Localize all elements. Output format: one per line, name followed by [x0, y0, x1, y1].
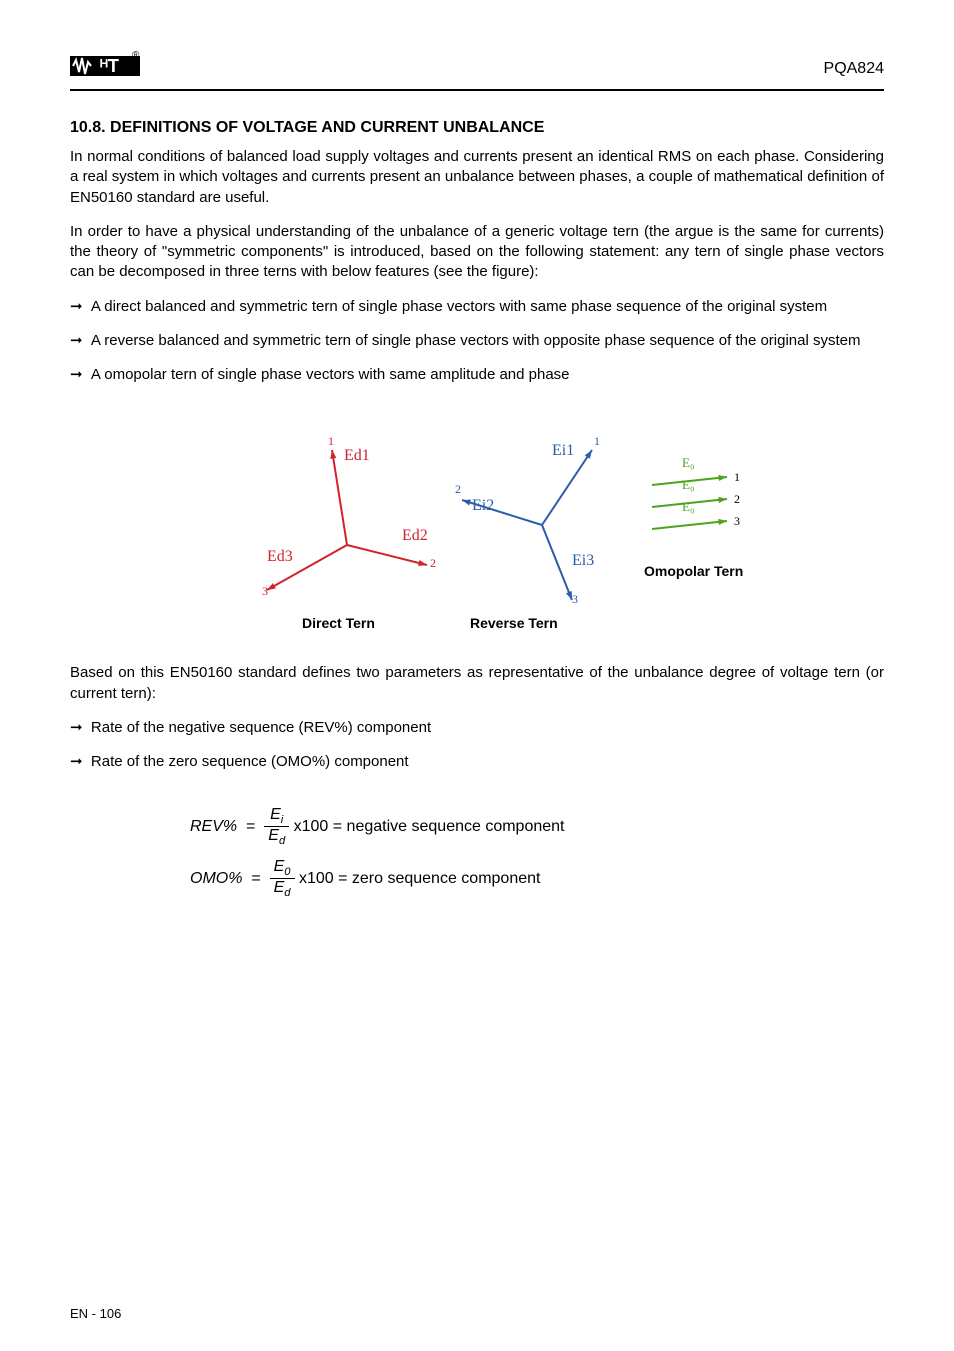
- eq-omo-num: E: [274, 858, 285, 875]
- paragraph-direct-text: A direct balanced and symmetric tern of …: [91, 298, 827, 315]
- svg-text:ᴴT: ᴴT: [100, 56, 119, 76]
- svg-text:Ei3: Ei3: [572, 552, 594, 569]
- paragraph-omopolar: ➞ A omopolar tern of single phase vector…: [70, 365, 884, 385]
- equation-rev: REV% = Ei Ed x100 = negative sequence co…: [190, 806, 884, 847]
- eq-omo-den: E: [274, 879, 285, 896]
- paragraph-omopolar-text: A omopolar tern of single phase vectors …: [91, 366, 570, 383]
- eq-rev-den-sub: d: [279, 836, 285, 848]
- vector-diagram: Ed1 Ed2 Ed3 1 2 3 Ei1 Ei2 Ei3 1 2 3 E₀ 1 E₀ 2 E₀ 3 Direct…: [70, 415, 884, 645]
- paragraph-rev-text: Rate of the negative sequence (REV%) com…: [91, 719, 431, 736]
- paragraph-omo: ➞ Rate of the zero sequence (OMO%) compo…: [70, 752, 884, 772]
- paragraph-intro-2: In order to have a physical understandin…: [70, 222, 884, 283]
- svg-text:3: 3: [572, 592, 578, 606]
- paragraph-direct: ➞ A direct balanced and symmetric tern o…: [70, 297, 884, 317]
- eq-omo-num-sub: 0: [284, 866, 290, 878]
- eq-rev-num: E: [270, 806, 281, 823]
- page-footer: EN - 106: [70, 1306, 884, 1321]
- eq-omo-den-sub: d: [284, 887, 290, 899]
- svg-text:1: 1: [328, 434, 334, 448]
- eq-rev-den: E: [268, 827, 279, 844]
- omopolar-tern-label: Omopolar Tern: [644, 563, 743, 579]
- reverse-tern-label: Reverse Tern: [470, 615, 558, 631]
- paragraph-rev: ➞ Rate of the negative sequence (REV%) c…: [70, 718, 884, 738]
- svg-text:Ei2: Ei2: [472, 497, 494, 514]
- eq-rev-lhs: REV%: [190, 818, 237, 835]
- direct-tern-label: Direct Tern: [302, 615, 375, 631]
- svg-text:Ed3: Ed3: [267, 548, 293, 565]
- paragraph-omo-text: Rate of the zero sequence (OMO%) compone…: [91, 753, 409, 770]
- svg-text:E₀: E₀: [682, 499, 694, 514]
- section-heading: 10.8. DEFINITIONS OF VOLTAGE AND CURRENT…: [70, 119, 884, 137]
- svg-text:2: 2: [455, 482, 461, 496]
- page-header: ᴴT ® PQA824: [70, 50, 884, 91]
- section-number: 10.8.: [70, 119, 106, 136]
- section-title-text: DEFINITIONS OF VOLTAGE AND CURRENT UNBAL…: [110, 119, 544, 136]
- svg-text:2: 2: [430, 556, 436, 570]
- svg-text:3: 3: [262, 584, 268, 598]
- eq-rev-num-sub: i: [281, 814, 284, 826]
- svg-text:2: 2: [734, 492, 740, 506]
- svg-text:E₀: E₀: [682, 477, 694, 492]
- eq-omo-tail: x100 = zero sequence component: [299, 870, 541, 887]
- eq-omo-lhs: OMO%: [190, 870, 242, 887]
- paragraph-reverse-text: A reverse balanced and symmetric tern of…: [91, 332, 861, 349]
- paragraph-en50160: Based on this EN50160 standard defines t…: [70, 663, 884, 704]
- svg-text:1: 1: [594, 434, 600, 448]
- eq-rev-tail: x100 = negative sequence component: [294, 818, 565, 835]
- paragraph-intro-1: In normal conditions of balanced load su…: [70, 147, 884, 208]
- svg-text:E₀: E₀: [682, 455, 694, 470]
- svg-text:1: 1: [734, 470, 740, 484]
- footer-left: EN - 106: [70, 1306, 121, 1321]
- svg-text:Ed1: Ed1: [344, 447, 370, 464]
- equation-omo: OMO% = E0 Ed x100 = zero sequence compon…: [190, 858, 884, 899]
- paragraph-reverse: ➞ A reverse balanced and symmetric tern …: [70, 331, 884, 351]
- logo: ᴴT ®: [70, 50, 140, 87]
- svg-text:3: 3: [734, 514, 740, 528]
- svg-text:®: ®: [132, 50, 140, 61]
- svg-text:Ed2: Ed2: [402, 527, 428, 544]
- model-label: PQA824: [824, 60, 884, 78]
- svg-text:Ei1: Ei1: [552, 442, 574, 459]
